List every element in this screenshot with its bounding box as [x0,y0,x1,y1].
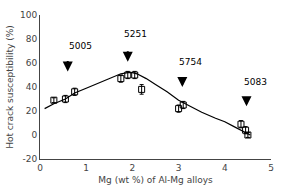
svg-text:4: 4 [222,163,228,173]
svg-text:80: 80 [26,34,38,44]
svg-text:5005: 5005 [69,41,92,51]
svg-text:5251: 5251 [124,29,147,39]
svg-text:20: 20 [26,106,38,116]
svg-text:5: 5 [268,163,274,173]
svg-text:3: 3 [176,163,182,173]
svg-text:1: 1 [83,163,89,173]
svg-text:5754: 5754 [179,57,202,67]
svg-text:2: 2 [130,163,136,173]
svg-text:5083: 5083 [244,77,267,87]
svg-text:0: 0 [37,163,43,173]
svg-text:100: 100 [20,10,37,20]
svg-text:-20: -20 [22,154,37,164]
svg-text:0: 0 [31,130,37,140]
svg-text:40: 40 [26,82,38,92]
svg-text:Hot crack susceptibility (%): Hot crack susceptibility (%) [5,25,15,149]
svg-text:Mg (wt %) of Al-Mg alloys: Mg (wt %) of Al-Mg alloys [98,175,213,185]
svg-text:60: 60 [26,58,38,68]
